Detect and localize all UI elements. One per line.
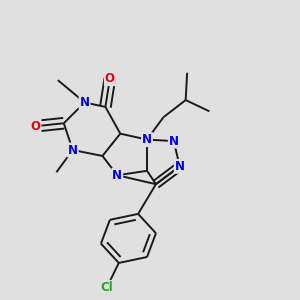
Text: O: O [31, 120, 40, 133]
Text: Cl: Cl [100, 281, 113, 294]
Text: O: O [105, 72, 115, 85]
Text: N: N [175, 160, 185, 173]
Text: N: N [68, 143, 78, 157]
Text: N: N [142, 133, 152, 146]
Text: N: N [169, 135, 179, 148]
Text: N: N [112, 169, 122, 182]
Text: N: N [80, 96, 90, 109]
